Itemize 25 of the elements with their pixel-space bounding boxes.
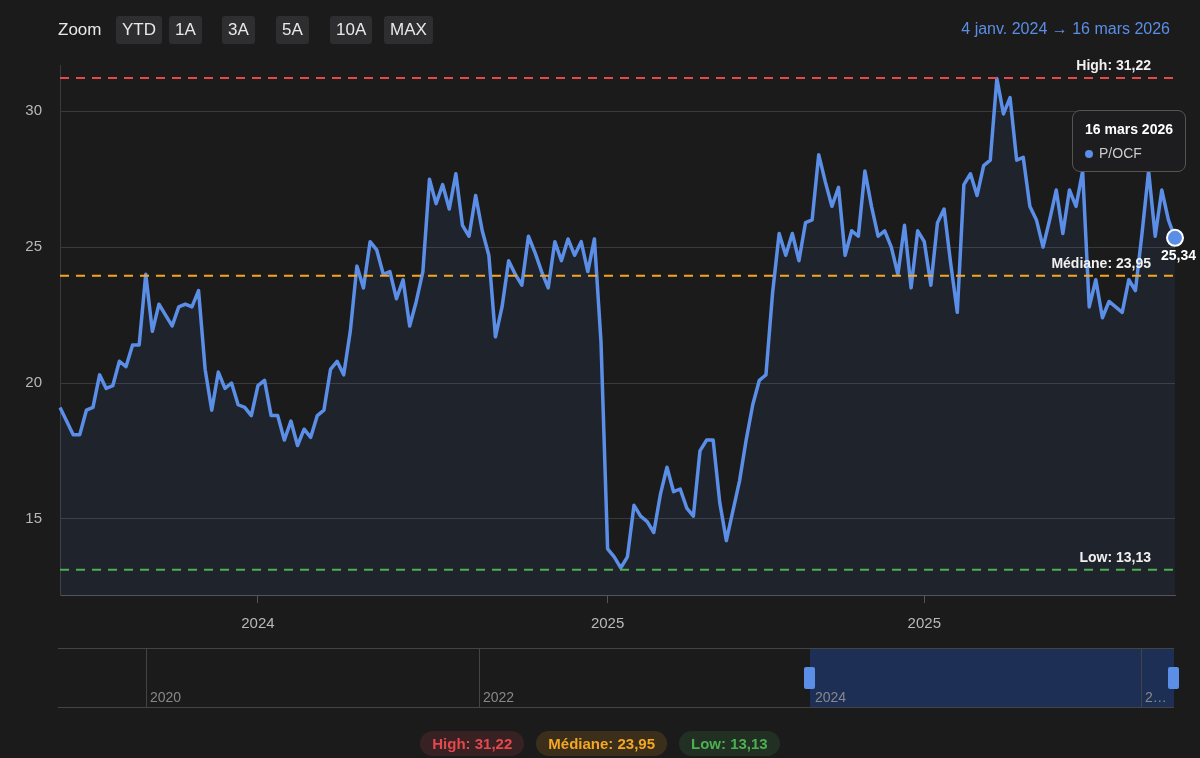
annotation: 16 mars 2026: [1085, 121, 1173, 137]
text: Médiane: 23,95: [548, 735, 656, 752]
y-tick-label: 30: [25, 101, 42, 119]
text: 4 janv. 2024 → 16 mars 2026: [961, 20, 1170, 38]
x-tick-label: 2024: [241, 614, 275, 632]
zoom-button: 5A: [276, 16, 309, 44]
legend-label: P/OCF: [1099, 145, 1142, 161]
range-navigator: 2020 2022 2024 2…: [58, 648, 1174, 708]
text: Low: 13,13: [691, 735, 768, 752]
zoom-button: MAX: [384, 16, 433, 44]
ref-line-label: High: 31,22: [1076, 56, 1152, 73]
text: High: 31,22: [432, 735, 513, 752]
tooltip-box: 16 mars 2026 P/OCF: [1072, 110, 1186, 172]
zoom-button: 10A: [330, 16, 373, 44]
y-tick-label: 15: [25, 509, 42, 527]
text: Zoom: [58, 19, 102, 41]
zoom-button: YTD: [116, 16, 162, 44]
zoom-button: 3A: [222, 16, 255, 44]
x-tick-label: 2025: [907, 614, 941, 632]
zoom-button: 1A: [169, 16, 202, 44]
y-tick-label: 25: [25, 237, 42, 255]
data-label: 25,34: [1160, 246, 1197, 263]
y-tick-label: 20: [25, 373, 42, 391]
ref-line-label: Low: 13,13: [1079, 548, 1152, 565]
x-tick-label: 2025: [590, 614, 625, 632]
